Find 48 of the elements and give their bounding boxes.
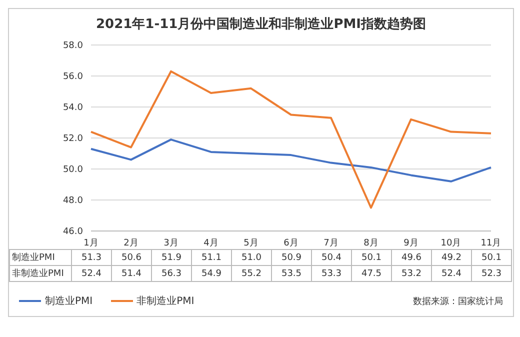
y-tick-label: 58.0 (62, 41, 84, 52)
data-label: 53.5 (272, 266, 312, 282)
data-label: 47.5 (352, 266, 392, 282)
data-label: 56.3 (152, 266, 192, 282)
data-label: 50.1 (352, 250, 392, 266)
line-series (90, 138, 492, 182)
y-tick-label: 56.0 (62, 72, 84, 82)
data-label: 54.9 (192, 266, 232, 282)
data-label: 55.2 (232, 266, 272, 282)
data-label: 53.2 (392, 266, 432, 282)
x-tick-label: 3月 (164, 238, 178, 248)
data-label: 50.6 (112, 250, 152, 266)
source-note: 数据来源：国家统计局 (413, 296, 503, 306)
y-tick-label: 50.0 (62, 165, 84, 176)
x-tick-label: 2月 (124, 238, 138, 248)
data-label: 51.1 (192, 250, 232, 266)
text: 制造业PMI (12, 253, 55, 263)
legend-label: 非制造业PMI (136, 294, 194, 308)
x-tick-label: 7月 (324, 238, 338, 248)
line-series (90, 70, 492, 209)
data-label: 51.3 (72, 250, 112, 266)
y-tick-label: 48.0 (62, 196, 84, 206)
x-tick-label: 11月 (480, 238, 502, 248)
data-label: 50.1 (472, 250, 512, 266)
text: 非制造业PMI (12, 269, 64, 279)
data-label: 52.4 (432, 266, 472, 282)
data-label: 49.6 (392, 250, 432, 266)
x-tick-label: 8月 (364, 238, 378, 248)
chart-title: 2021年1-11月份中国制造业和非制造业PMI指数趋势图 (94, 16, 427, 34)
x-tick-label: 4月 (204, 238, 218, 248)
x-tick-label: 9月 (404, 238, 418, 248)
x-tick-label: 1月 (84, 238, 98, 248)
data-label: 52.3 (472, 266, 512, 282)
data-label: 51.0 (232, 250, 272, 266)
x-tick-label: 5月 (244, 238, 258, 248)
data-label: 52.4 (72, 266, 112, 282)
data-label: 51.4 (112, 266, 152, 282)
y-tick-label: 54.0 (62, 103, 84, 114)
data-label: 51.9 (152, 250, 192, 266)
data-label: 49.2 (432, 250, 472, 266)
legend-label: 制造业PMI (45, 294, 93, 308)
x-tick-label: 10月 (440, 238, 462, 248)
x-tick-label: 6月 (284, 238, 298, 248)
data-label: 50.4 (312, 250, 352, 266)
data-label: 50.9 (272, 250, 312, 266)
y-tick-label: 46.0 (62, 227, 84, 238)
y-tick-label: 52.0 (62, 134, 84, 144)
data-label: 53.3 (312, 266, 352, 282)
